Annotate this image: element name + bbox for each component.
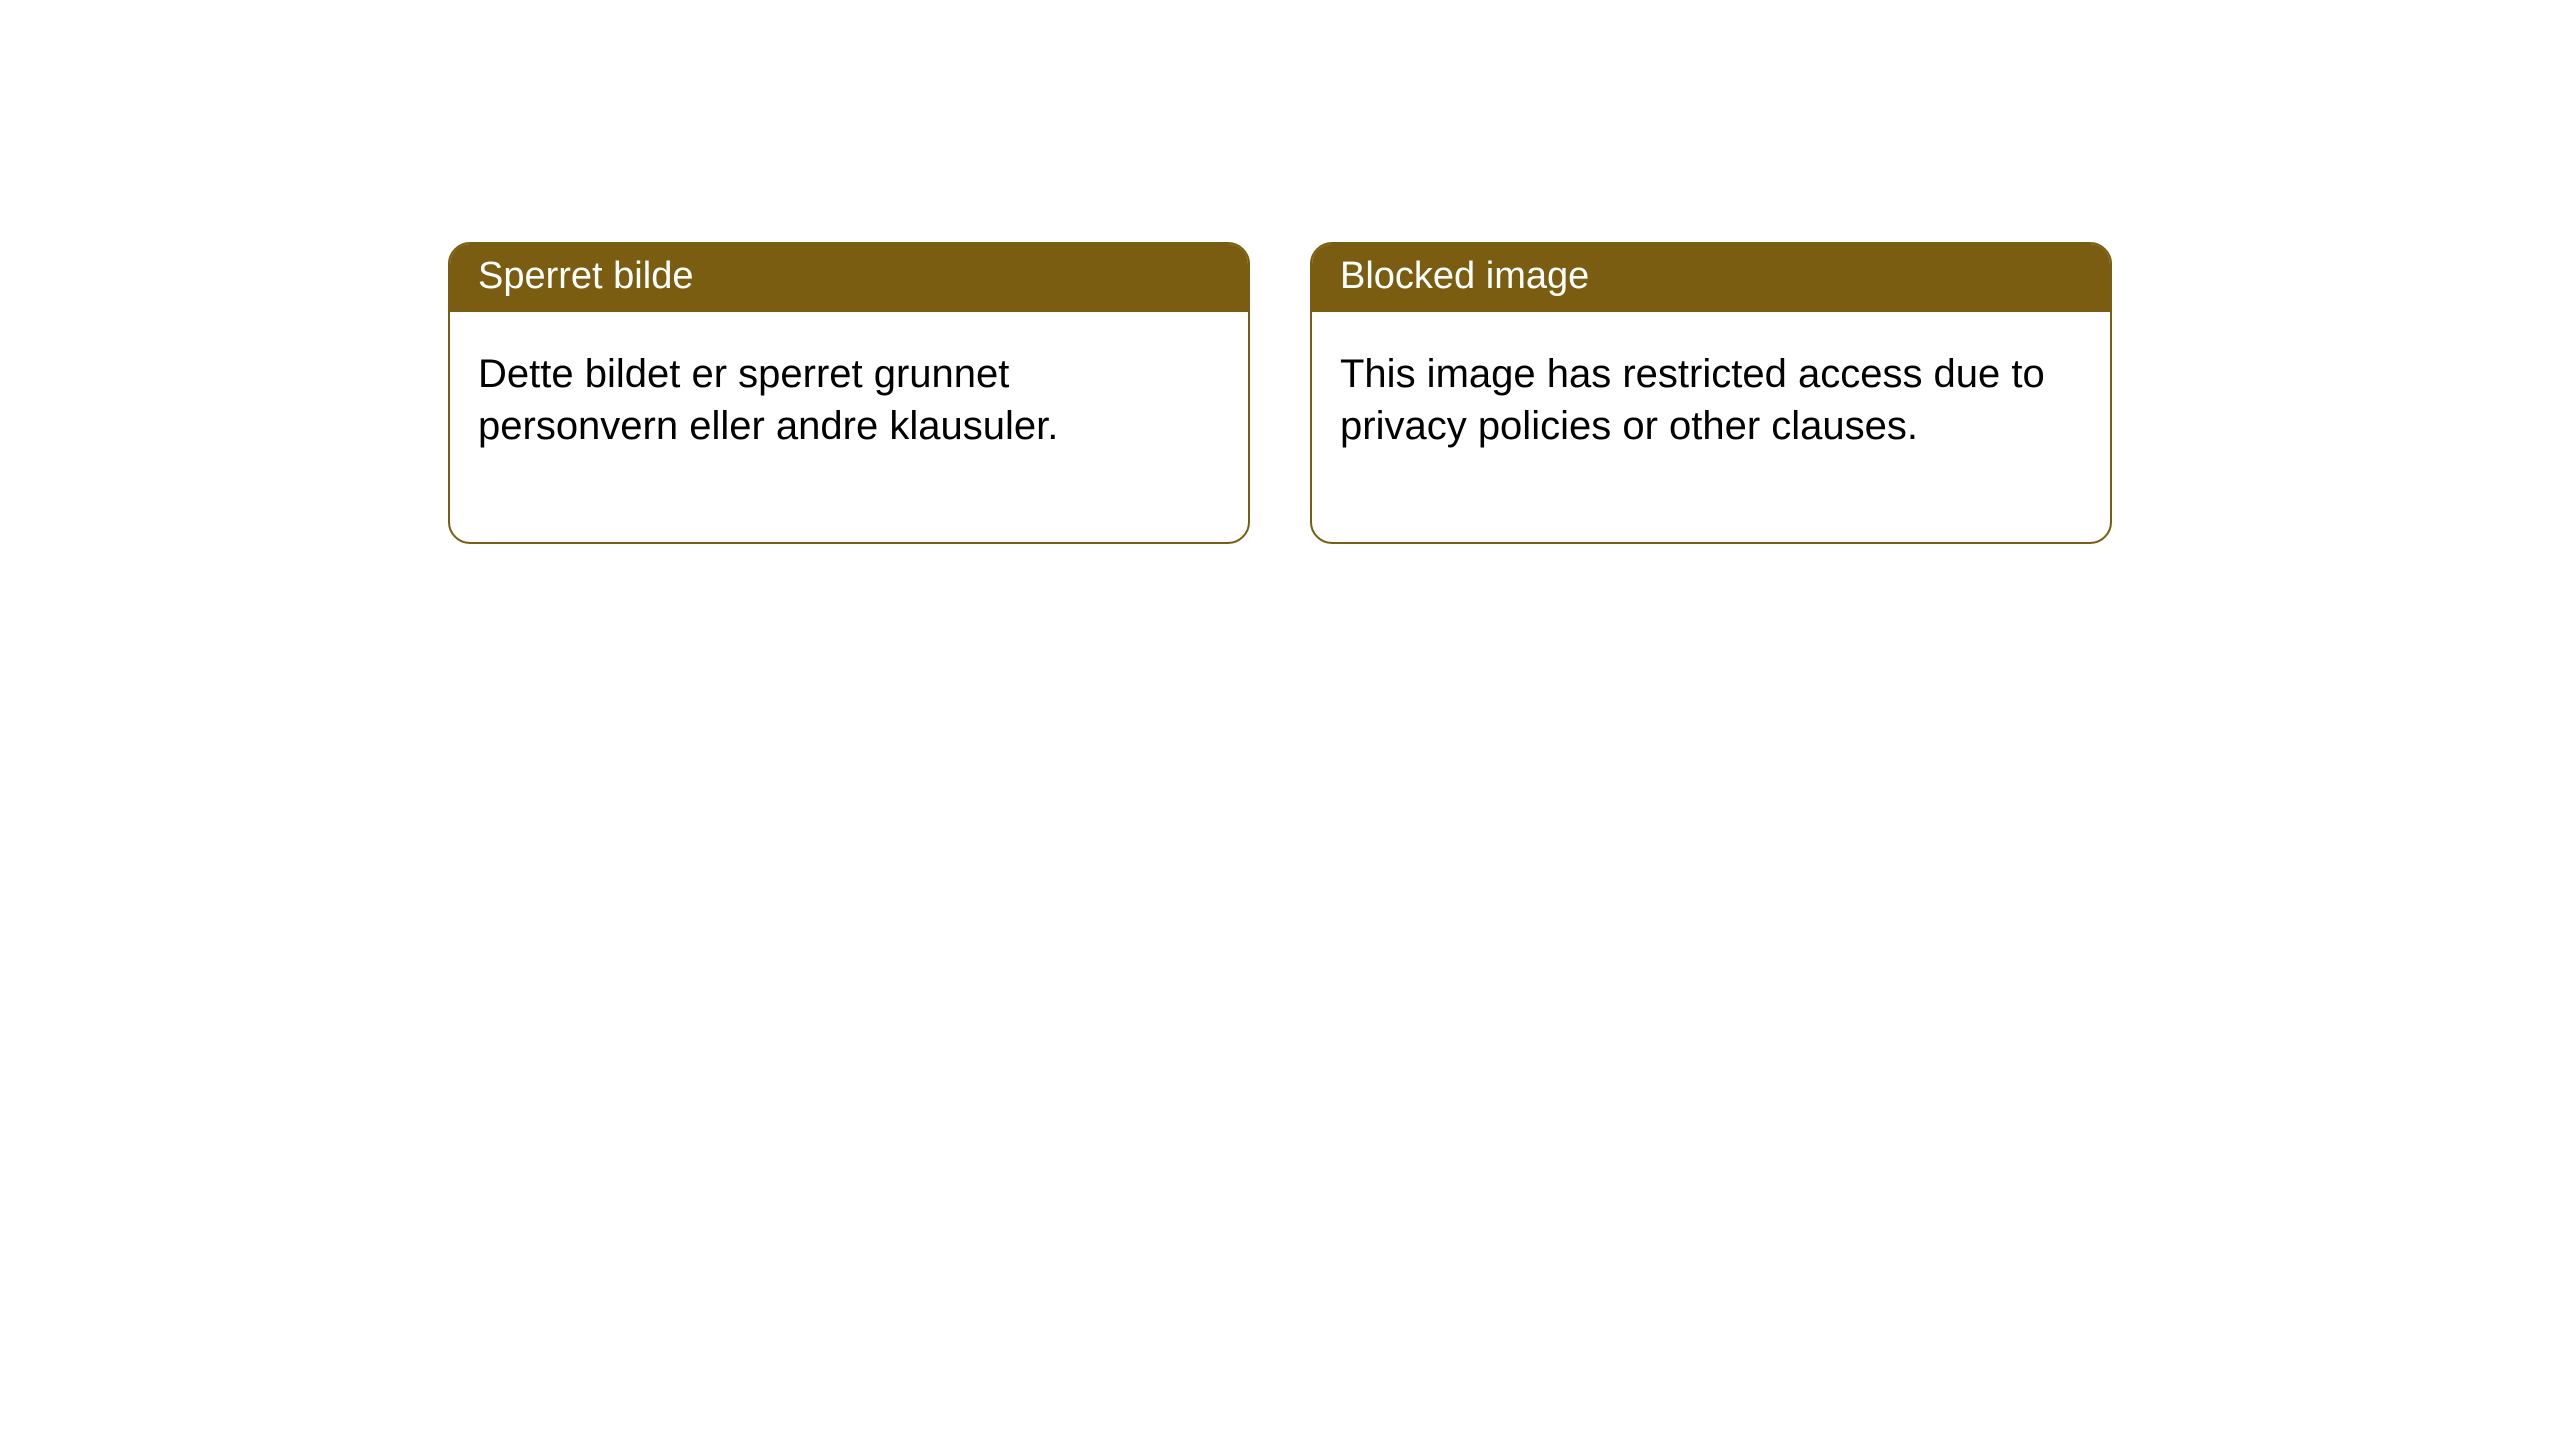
card-header: Blocked image: [1312, 244, 2110, 312]
card-title: Blocked image: [1340, 255, 1589, 297]
card-body-text: This image has restricted access due to …: [1340, 352, 2045, 448]
blocked-image-card-en: Blocked image This image has restricted …: [1310, 242, 2112, 544]
card-body-text: Dette bildet er sperret grunnet personve…: [478, 352, 1058, 448]
blocked-image-card-no: Sperret bilde Dette bildet er sperret gr…: [448, 242, 1250, 544]
card-title: Sperret bilde: [478, 255, 693, 297]
card-body: Dette bildet er sperret grunnet personve…: [450, 312, 1248, 542]
card-header: Sperret bilde: [450, 244, 1248, 312]
card-body: This image has restricted access due to …: [1312, 312, 2110, 542]
blocked-image-notice-container: Sperret bilde Dette bildet er sperret gr…: [0, 0, 2560, 544]
